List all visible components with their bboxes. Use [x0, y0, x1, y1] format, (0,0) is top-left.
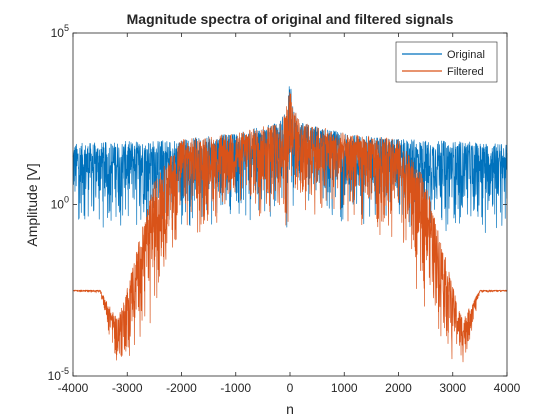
series-layer — [72, 86, 508, 363]
y-axis-label: Amplitude [V] — [24, 163, 40, 246]
x-tick-label: -1000 — [220, 381, 251, 395]
x-axis-label: n — [286, 401, 294, 417]
x-tick-label: -4000 — [58, 381, 89, 395]
series-line-original — [72, 86, 508, 233]
chart-title: Magnitude spectra of original and filter… — [127, 11, 454, 27]
x-tick-label: 2000 — [385, 381, 412, 395]
x-tick-label: 4000 — [494, 381, 521, 395]
legend-label-original: Original — [447, 49, 485, 61]
y-axis-ticks: 10-5 100 105 — [48, 23, 507, 383]
x-tick-label: -2000 — [166, 381, 197, 395]
x-tick-label: 1000 — [331, 381, 358, 395]
legend-box — [395, 41, 498, 83]
legend: Original Filtered — [395, 41, 498, 83]
y-tick-label: 100 — [51, 195, 69, 212]
legend-label-filtered: Filtered — [447, 66, 484, 78]
series-line-filtered — [72, 92, 508, 363]
x-tick-label: 3000 — [439, 381, 466, 395]
x-axis-ticks: -4000 -3000 -2000 -1000 0 1000 2000 3000 4000 — [58, 33, 521, 395]
y-tick-label: 10-5 — [48, 366, 69, 383]
x-tick-label: -3000 — [112, 381, 143, 395]
y-tick-label: 105 — [51, 23, 69, 40]
x-tick-label: 0 — [287, 381, 294, 395]
